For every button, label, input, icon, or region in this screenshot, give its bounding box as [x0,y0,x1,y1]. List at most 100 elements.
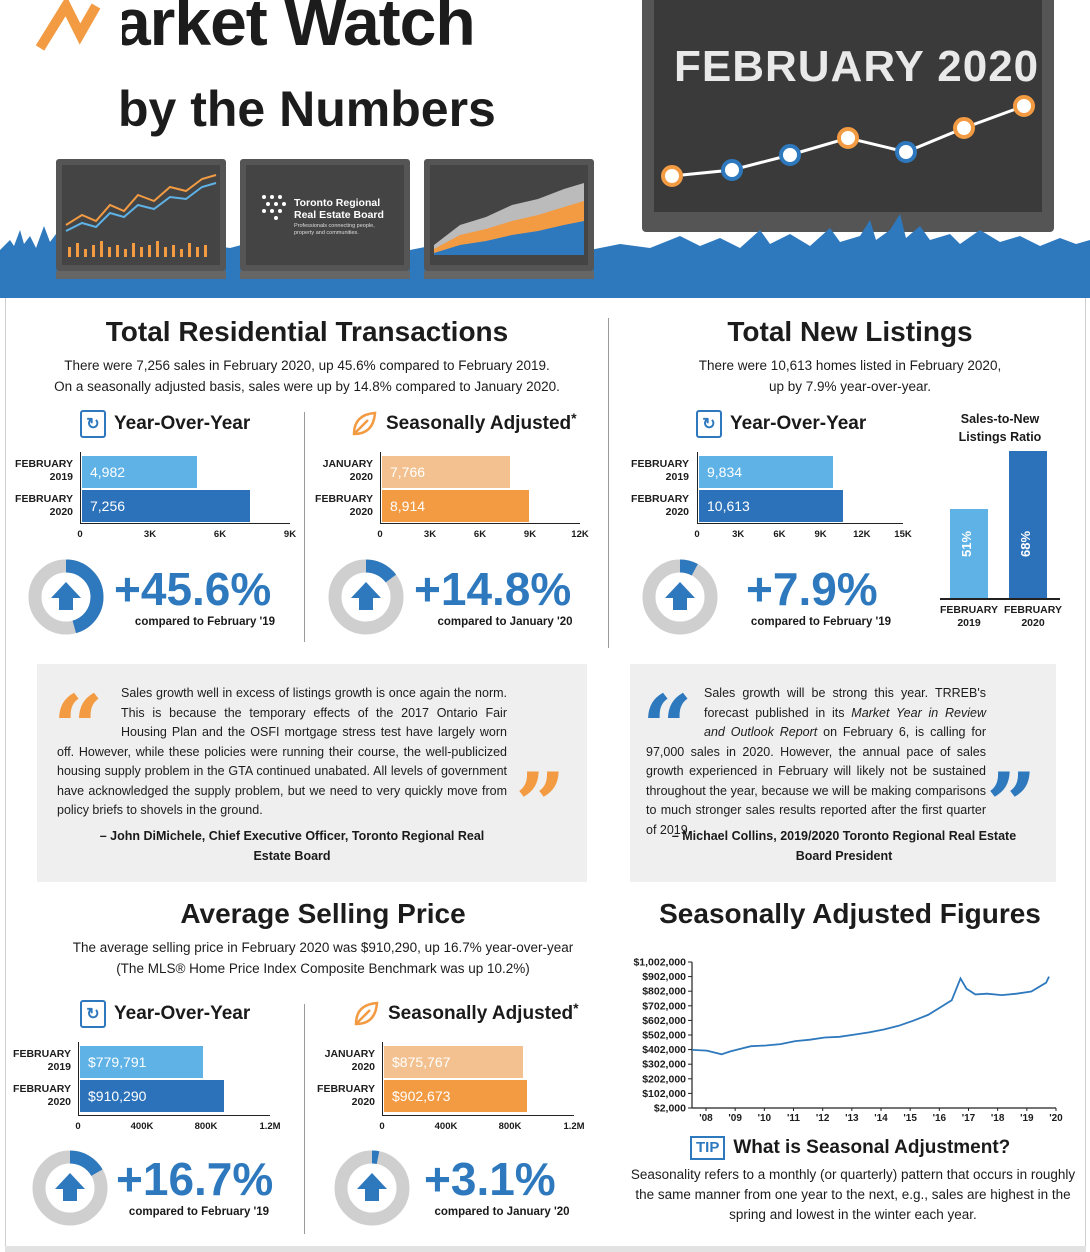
listings-summary-1: There were 10,613 homes listed in Februa… [698,358,1002,373]
ratio-bar-2020 [1009,450,1047,598]
tick-label: 400K [130,1121,154,1132]
header-title-line2: by the Numbers [118,81,496,137]
pr-sa-compare: compared to January '20 [434,1206,570,1218]
trreb-logo-icon [262,195,286,220]
open-quote-icon: “ [642,675,693,779]
calendar-icon: ↻ [80,410,106,438]
tick-label: 3K [423,529,437,540]
donut-progress [328,559,404,635]
tx-sa-axis [380,452,580,524]
transactions-summary-2: On a seasonally adjusted basis, sales we… [54,379,560,394]
tip-text: Seasonality refers to a monthly (or quar… [630,1167,1076,1222]
tick-label: 1.2M [563,1121,585,1132]
close-quote-icon: ” [515,753,566,857]
tip-heading: What is Seasonal Adjustment? [733,1137,1011,1158]
ratio-baseline [940,598,1060,600]
tx-sa-compare: compared to January '20 [437,616,573,628]
monitor-trreb: Toronto Regional Real Estate Board Profe… [240,159,410,271]
calendar-icon: ↻ [696,410,722,438]
pr-sa-bar-feb: $902,673 [384,1080,527,1112]
ls-yoy-bar-2020: 10,613 [699,490,843,522]
y-tick-label: $1,002,000 [633,957,686,969]
y-tick-label: $702,000 [642,1000,686,1012]
x-tick-label: '14 [874,1113,888,1124]
y-tick-label: $202,000 [642,1073,686,1085]
tick-label: 12K [571,529,589,540]
quote-collins-author: – Michael Collins, 2019/2020 Toronto Reg… [671,829,1017,863]
tick-label: 0 [379,1121,385,1132]
tx-yoy-change: +45.6% [114,563,272,615]
price-summary-2: (The MLS® Home Price Index Composite Ben… [116,961,530,976]
series-line [691,976,1050,1056]
ratio-bar-2019 [950,509,988,598]
tx-sa-row2-label: FEBRUARY 2020 [315,493,373,518]
tick-label: 400K [434,1121,458,1132]
pr-sa-axis [382,1042,574,1116]
ls-yoy-row1-label: FEBRUARY 2019 [631,458,689,483]
tx-yoy-row1-label: FEBRUARY 2019 [15,458,73,483]
pr-yoy-compare: compared to February '19 [128,1206,270,1218]
quote-collins-text: Sales growth will be strong this year. T… [646,686,986,837]
tx-yoy-compare: compared to February '19 [134,616,276,628]
y-tick-label: $102,000 [642,1088,686,1100]
arrow-up-icon [357,1173,387,1201]
y-tick-label: $402,000 [642,1044,686,1056]
pr-yoy-row1-label: FEBRUARY 2019 [13,1048,71,1073]
tick-label: 3K [143,529,157,540]
donut-progress [32,1150,108,1226]
ls-yoy-donut [642,559,718,635]
trreb-logo-line2: Real Estate Board [294,209,384,221]
tx-yoy-bar-2019: 4,982 [82,456,197,488]
tx-yoy-bar-2020: 7,256 [82,490,250,522]
x-tick-label: '12 [816,1113,830,1124]
m-logo-icon [36,0,101,51]
tx-yoy-axis [80,452,290,524]
pr-sa-row1-label: JANUARY 2020 [324,1048,375,1073]
close-quote-icon: ” [986,753,1037,857]
transactions-yoy-heading: ↻ Year-Over-Year [80,410,250,438]
pr-sa-row2-label: FEBRUARY 2020 [317,1083,375,1108]
trreb-tagline: Professionals connecting people, propert… [294,223,375,236]
pr-yoy-row2-label: FEBRUARY 2020 [13,1083,71,1108]
chalkboard-line-chart [661,95,1035,187]
donut-progress [334,1150,410,1226]
ratio-bar-2020-value: 68% [1018,530,1033,558]
open-quote-icon: “ [53,675,104,779]
tick-label: 9K [283,529,297,540]
transactions-sa-heading: Seasonally Adjusted * [350,410,577,438]
pr-yoy-axis [78,1042,270,1116]
monitor-chart-1 [56,159,226,271]
arrow-up-icon [665,582,695,610]
x-tick-label: '18 [991,1113,1005,1124]
pr-sa-donut [334,1150,410,1226]
quote-collins: “ ” Sales growth will be strong this yea… [630,664,1056,882]
donut-progress [28,559,104,635]
x-tick-label: '15 [903,1113,917,1124]
x-tick-label: '19 [1020,1113,1034,1124]
donut-progress [642,559,718,635]
quote-dimichele: “ ” Sales growth well in excess of listi… [37,664,587,882]
tx-sa-bar-jan: 7,766 [382,456,510,488]
y-tick-label: $302,000 [642,1059,686,1071]
x-tick-label: '20 [1049,1113,1063,1124]
price-summary-1: The average selling price in February 20… [72,940,574,955]
x-tick-label: '08 [699,1113,713,1124]
tick-label: 3K [732,529,745,540]
tick-label: 800K [498,1121,522,1132]
tip-heading-row: TIP What is Seasonal Adjustment? [690,1136,1010,1160]
ratio-heading: Sales-to-New Listings Ratio [958,412,1042,444]
tick-label: 15K [894,529,912,540]
y-tick-label: $502,000 [642,1030,686,1042]
tick-label: 6K [473,529,487,540]
tx-sa-bar-feb: 8,914 [382,490,529,522]
pr-yoy-donut [32,1150,108,1226]
quote-dimichele-author: – John DiMichele, Chief Executive Office… [99,829,485,863]
price-yoy-heading: ↻ Year-Over-Year [80,1000,250,1028]
arrow-up-icon [55,1173,85,1201]
header-title-line1: Market Watch [60,0,475,59]
arrow-up-icon [351,582,381,610]
tick-label: 0 [694,529,700,540]
sa-figures-title: Seasonally Adjusted Figures [659,898,1041,929]
price-sa-heading: Seasonally Adjusted * [352,1000,579,1028]
calendar-icon: ↻ [80,1000,106,1028]
